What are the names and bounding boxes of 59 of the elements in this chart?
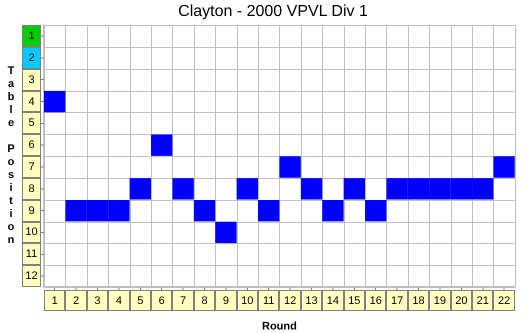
y-tick-label: 4 (28, 96, 35, 108)
point (194, 200, 216, 222)
point (130, 178, 152, 200)
point (151, 134, 172, 156)
x-tick-label: 13 (305, 294, 318, 306)
point (386, 178, 408, 200)
y-tick-label: 11 (26, 248, 38, 260)
point (215, 222, 237, 244)
point (65, 200, 87, 222)
x-tick-label: 7 (180, 294, 186, 306)
point (86, 200, 108, 222)
point (472, 178, 494, 200)
x-tick-label: 8 (201, 294, 208, 306)
point (322, 200, 344, 222)
x-tick-label: 17 (391, 294, 404, 306)
y-tick-label: 6 (28, 139, 35, 152)
point (429, 178, 451, 200)
x-axis-title: Round (262, 320, 297, 332)
y-tick-label: 12 (25, 270, 38, 282)
x-tick-label: 3 (94, 294, 101, 306)
point (365, 200, 386, 222)
point (258, 200, 280, 222)
x-tick-label: 19 (434, 294, 446, 306)
point (236, 178, 258, 200)
y-tick-label: 2 (28, 52, 35, 64)
point (172, 178, 194, 200)
x-tick-label: 9 (222, 294, 229, 306)
y-tick-label: 3 (28, 74, 35, 86)
point (44, 90, 66, 112)
x-tick-label: 5 (137, 294, 144, 306)
point (344, 178, 366, 200)
x-tick-label: 1 (52, 294, 58, 306)
point (493, 156, 515, 178)
point (300, 178, 322, 200)
x-tick-label: 4 (116, 294, 122, 306)
x-tick-label: 16 (370, 294, 382, 306)
y-axis-title: Table Position (4, 65, 18, 247)
x-tick-label: 12 (284, 294, 296, 306)
x-tick-label: 11 (263, 294, 274, 306)
x-tick-label: 21 (476, 294, 489, 306)
point (279, 156, 301, 178)
x-tick-label: 22 (498, 294, 510, 306)
y-tick-label: 7 (28, 161, 35, 173)
point (408, 178, 430, 200)
y-tick-label: 9 (28, 204, 35, 217)
x-tick-label: 20 (455, 294, 468, 306)
x-tick-label: 6 (158, 294, 165, 306)
x-tick-label: 18 (412, 294, 425, 306)
chart-title: Clayton - 2000 VPVL Div 1 (178, 3, 368, 20)
x-tick-label: 15 (348, 294, 360, 306)
x-tick-label: 2 (73, 294, 80, 306)
y-tick-label: 10 (25, 226, 38, 238)
point (108, 200, 130, 222)
x-tick-label: 10 (241, 294, 254, 306)
point (450, 178, 472, 200)
y-tick-label: 1 (28, 30, 35, 42)
x-tick-label: 14 (326, 294, 340, 306)
y-tick-label: 8 (28, 182, 35, 195)
y-tick-label: 5 (28, 117, 35, 130)
